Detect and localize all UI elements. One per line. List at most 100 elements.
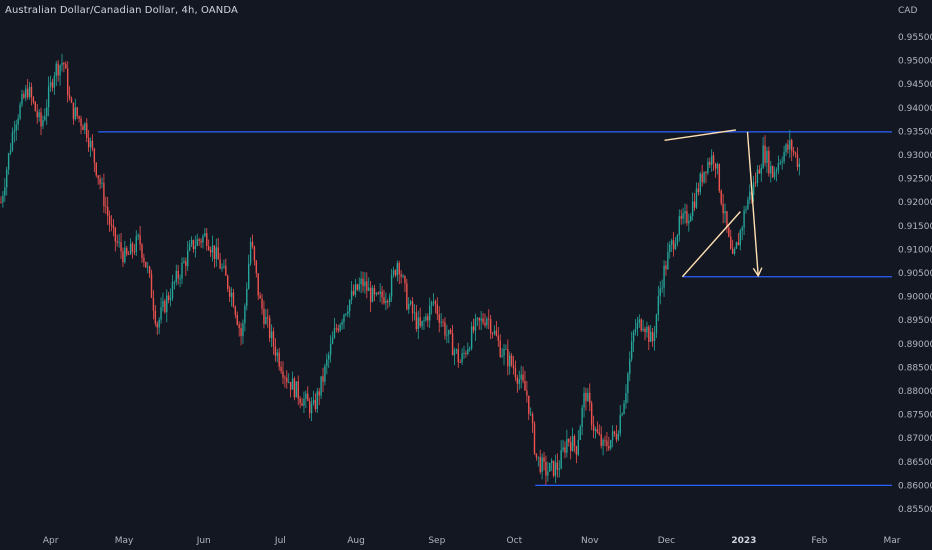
y-tick-label: 0.94000 xyxy=(898,104,932,114)
candle-body xyxy=(265,317,267,324)
candle-body xyxy=(314,400,317,410)
candle-body xyxy=(32,97,35,102)
candle-body xyxy=(581,407,583,427)
candle-body xyxy=(356,284,358,290)
candle-body xyxy=(207,245,210,250)
candle-body xyxy=(413,312,416,314)
candle-body xyxy=(705,171,707,173)
candle-body xyxy=(636,322,639,330)
candle-body xyxy=(87,137,90,148)
candle-body xyxy=(449,329,452,334)
candle-body xyxy=(188,244,191,251)
candle-body xyxy=(474,318,477,331)
projection-arrow-shaft xyxy=(746,131,759,276)
candle-body xyxy=(545,461,547,476)
candle-body xyxy=(200,240,202,243)
candle-body xyxy=(219,259,221,269)
candle-body xyxy=(289,381,292,390)
y-tick-label: 0.92500 xyxy=(898,175,932,185)
candle-body xyxy=(425,316,427,321)
candle-body xyxy=(533,423,536,454)
candle-body xyxy=(331,337,334,344)
candle-body xyxy=(223,265,225,268)
candle-body xyxy=(310,403,313,414)
candle-body xyxy=(147,266,149,268)
candle-body xyxy=(169,298,172,300)
candle-body xyxy=(409,301,412,304)
candle-body xyxy=(36,111,38,118)
candle-body xyxy=(152,297,155,311)
candle-body xyxy=(122,251,124,263)
candle-body xyxy=(179,278,181,280)
candle-body xyxy=(28,86,31,98)
candle-body xyxy=(160,307,162,320)
y-tick-label: 0.91000 xyxy=(898,245,932,255)
candle-body xyxy=(57,63,59,76)
candle-body xyxy=(629,359,631,374)
x-tick-label: Sep xyxy=(428,536,445,546)
y-tick-label: 0.86000 xyxy=(898,481,932,491)
candle-body xyxy=(655,314,658,334)
candle-body xyxy=(785,144,787,153)
candle-body xyxy=(709,161,711,165)
candle-body xyxy=(768,150,770,174)
candle-body xyxy=(202,236,204,243)
candle-body xyxy=(476,318,479,319)
candle-body xyxy=(126,247,128,255)
candle-body xyxy=(95,162,97,176)
candle-body xyxy=(242,323,244,337)
candle-body xyxy=(592,424,595,431)
candle-body xyxy=(368,287,370,291)
candle-body xyxy=(80,118,82,126)
candle-body xyxy=(451,333,454,356)
candle-body xyxy=(695,188,698,208)
candle-body xyxy=(278,352,280,367)
candle-body xyxy=(181,262,183,279)
candle-body xyxy=(34,101,36,112)
y-tick-label: 0.92000 xyxy=(898,198,932,208)
candle-body xyxy=(49,82,52,87)
candle-body xyxy=(76,107,78,117)
candle-body xyxy=(775,169,778,173)
candle-body xyxy=(430,301,433,306)
y-axis[interactable]: 0.95500 0.95000 0.94500 0.94000 0.93500 0.930… xyxy=(898,33,932,515)
candle-body xyxy=(373,287,376,295)
candle-body xyxy=(493,330,496,334)
candle-body xyxy=(206,233,208,246)
candle-body xyxy=(347,311,349,314)
candle-body xyxy=(791,140,793,151)
y-tick-label: 0.94500 xyxy=(898,80,932,90)
candle-body xyxy=(381,291,383,298)
candle-body xyxy=(175,270,177,282)
candle-body xyxy=(371,287,374,302)
candle-body xyxy=(335,328,338,330)
candle-body xyxy=(99,178,101,184)
candle-body xyxy=(770,166,772,174)
candle-body xyxy=(110,224,113,226)
candle-body xyxy=(463,352,465,354)
candle-body xyxy=(669,244,671,253)
candle-body xyxy=(665,265,667,270)
x-axis[interactable]: Apr May Jun Jul Aug Sep Oct Nov Dec 2023 Feb Mar xyxy=(43,536,901,546)
candle-body xyxy=(129,243,132,255)
candle-body xyxy=(608,446,610,449)
candle-body xyxy=(760,168,762,174)
candle-body xyxy=(781,161,783,163)
candle-body xyxy=(354,284,357,295)
candle-body xyxy=(764,145,766,163)
candle-body xyxy=(303,398,305,406)
candle-body xyxy=(86,123,88,138)
candle-body xyxy=(650,331,652,342)
candle-body xyxy=(568,438,570,443)
candle-body xyxy=(362,278,364,287)
candle-body xyxy=(453,350,456,356)
candle-body xyxy=(343,314,345,323)
y-axis-unit-label: CAD xyxy=(898,6,917,16)
candle-body xyxy=(30,86,33,98)
candle-body xyxy=(659,288,661,297)
candle-body xyxy=(46,107,48,117)
candle-body xyxy=(301,403,303,406)
candle-body xyxy=(194,245,197,250)
candle-body xyxy=(749,191,751,200)
